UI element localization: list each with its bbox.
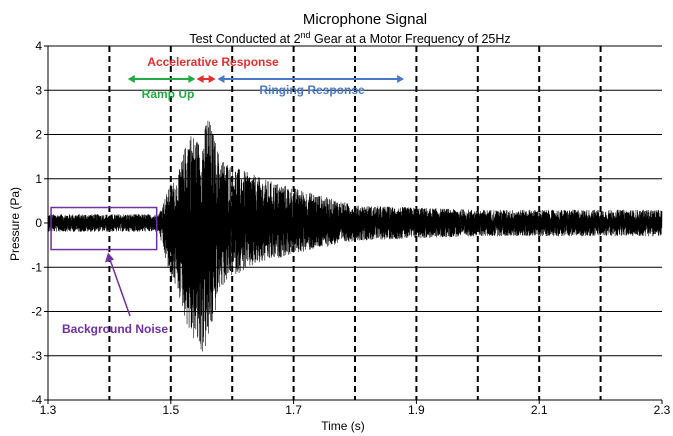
y-tick-label: 1 xyxy=(35,172,42,186)
y-tick-label: 2 xyxy=(35,128,42,142)
x-tick-label: 2.3 xyxy=(654,403,671,417)
x-axis-label: Time (s) xyxy=(321,419,365,433)
x-tick-label: 1.5 xyxy=(162,403,179,417)
accelerative-response-label: Accelerative Response xyxy=(147,55,279,69)
y-tick-label: -1 xyxy=(31,260,42,274)
y-tick-label: 3 xyxy=(35,83,42,97)
ramp-up-arrow-head-right xyxy=(188,75,196,83)
x-tick-labels: 1.3 1.5 1.7 1.9 2.1 2.3 xyxy=(40,403,671,417)
y-tick-label: 0 xyxy=(35,216,42,230)
signal-series xyxy=(47,120,663,352)
chart-subtitle: Test Conducted at 2nd Gear at a Motor Fr… xyxy=(189,30,510,46)
x-tick-label: 1.9 xyxy=(408,403,425,417)
chart-title: Microphone Signal xyxy=(303,11,427,28)
y-tick-label: -3 xyxy=(31,349,42,363)
x-tick-label: 2.1 xyxy=(531,403,548,417)
axes xyxy=(44,45,663,404)
subtitle-part-rest: Gear at a Motor Frequency of 25Hz xyxy=(311,32,511,46)
signal-trace xyxy=(47,120,663,352)
background-noise-box xyxy=(50,206,158,251)
x-tick-label: 1.7 xyxy=(285,403,302,417)
vertical-gridlines xyxy=(108,46,602,400)
accelerative-arrow-head-right xyxy=(208,75,216,83)
ringing-arrow-head-right xyxy=(397,75,405,83)
y-tick-label: -2 xyxy=(31,305,42,319)
subtitle-part-main: Test Conducted at 2 xyxy=(189,32,300,46)
background-noise-pointer-head xyxy=(105,252,114,263)
ramp-up-arrow-head-left xyxy=(127,75,135,83)
y-axis-label: Pressure (Pa) xyxy=(8,187,22,261)
ringing-response-label: Ringing Response xyxy=(259,83,365,97)
y-tick-label: 4 xyxy=(35,39,42,53)
subtitle-superscript: nd xyxy=(301,30,311,40)
y-tick-label: -4 xyxy=(31,393,42,407)
background-noise-label: Background Noise xyxy=(62,322,168,336)
annotations: Accelerative Response Ramp Up Ringing Re… xyxy=(50,55,405,336)
ramp-up-label: Ramp Up xyxy=(142,87,195,101)
y-tick-labels: 4 3 2 1 0 -1 -2 -3 -4 xyxy=(31,39,42,407)
accelerative-arrow-head-left xyxy=(196,75,204,83)
background-noise-pointer xyxy=(109,259,131,317)
ringing-arrow-head-left xyxy=(217,75,225,83)
x-tick-label: 1.3 xyxy=(40,403,57,417)
